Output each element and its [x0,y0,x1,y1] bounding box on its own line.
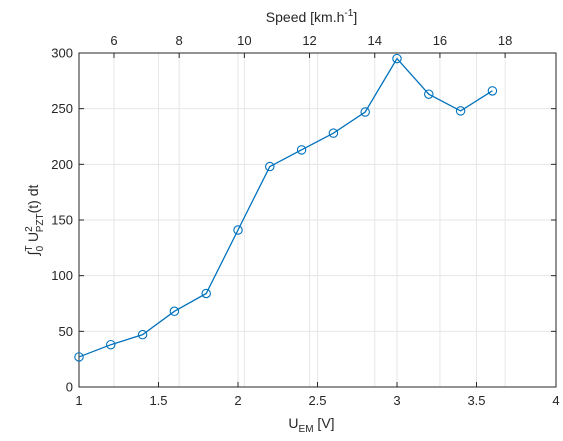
data-point [233,225,243,235]
data-point [328,128,339,138]
y-axis-title-subscript: PZT [35,213,46,232]
x-tick-label: 4 [552,393,559,408]
y-axis-integral-lower: 0 [35,245,46,251]
data-point [169,306,180,317]
x-axis-title-rest: [V] [314,415,335,431]
y-tick-label: 300 [51,46,73,61]
top-tick-label: 10 [237,33,251,48]
x-axis-title-main: U [288,415,298,431]
data-point [74,352,84,362]
y-axis-title-superscript: 2 [24,226,35,232]
grid-lines [78,52,557,388]
x-tick-label: 1.5 [149,393,167,408]
top-tick-label: 16 [433,33,447,48]
top-axis-title-superscript: -1 [344,8,353,19]
data-point [424,89,434,99]
y-tick-label: 150 [51,213,73,228]
top-tick-label: 18 [498,33,512,48]
data-point [392,53,402,64]
y-axis-title-main: U [25,232,41,246]
y-axis-integral-sign: ∫ [25,250,41,256]
top-axis-title-main: Speed [km.h [266,9,345,25]
data-point [455,106,466,116]
data-point [265,161,275,172]
data-series [74,53,498,362]
y-tick-label: 100 [51,268,73,283]
x-tick-label: 3 [393,393,400,408]
top-axis-title-close: ] [353,9,357,25]
data-point [137,329,148,340]
data-point [487,86,498,96]
series-line [78,57,493,358]
y-axis-integral-upper: T [24,245,35,251]
y-tick-label: 50 [59,324,73,339]
x-axis-title-subscript: EM [299,424,314,435]
data-point [296,145,307,155]
y-axis: 0 50 100 150 200 250 300 [51,46,556,395]
y-tick-label: 200 [51,157,73,172]
top-x-axis: 6 8 10 12 14 16 18 [110,33,512,58]
x-tick-label: 2 [234,393,241,408]
y-tick-label: 250 [51,101,73,116]
top-axis-title: Speed [km.h-1] [266,8,357,25]
data-point [201,288,211,299]
x-tick-label: 2.5 [308,393,326,408]
bottom-x-axis: 1 1.5 2 2.5 3 3.5 4 [75,382,560,408]
top-tick-label: 6 [110,33,117,48]
y-tick-label: 0 [66,380,73,395]
x-axis-title: UEM [V] [288,415,334,435]
top-tick-label: 12 [302,33,316,48]
y-axis-title-text: ∫T0 U2PZT(t) dt [24,185,46,257]
x-tick-label: 3.5 [467,393,485,408]
data-point [360,107,370,117]
data-point [106,339,116,350]
x-tick-label: 1 [75,393,82,408]
top-tick-label: 8 [176,33,183,48]
y-axis-title: ∫T0 U2PZT(t) dt [24,185,46,257]
y-axis-title-rest: (t) dt [25,185,41,214]
top-tick-label: 14 [368,33,382,48]
